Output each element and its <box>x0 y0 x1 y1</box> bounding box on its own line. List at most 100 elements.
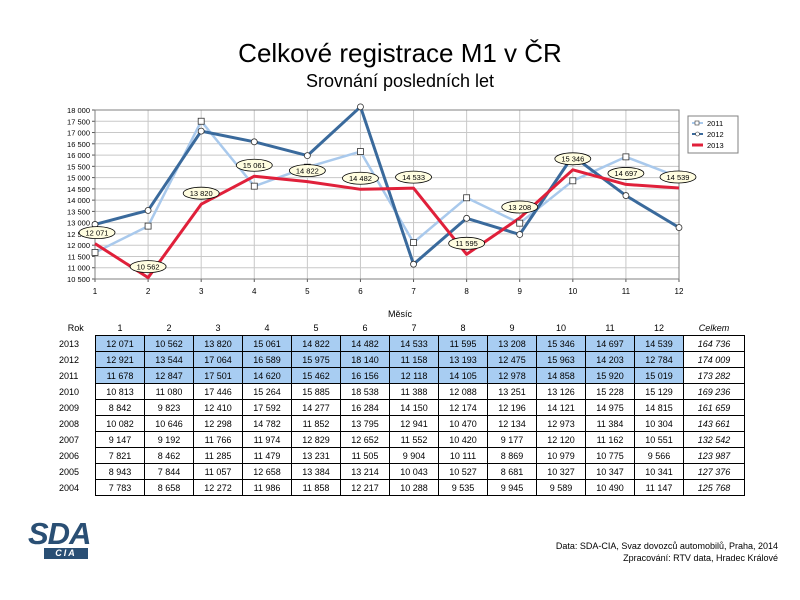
y-tick-label: 17 000 <box>67 129 90 138</box>
data-label-group: 14 533 <box>395 170 432 184</box>
data-label-group: 13 208 <box>501 200 539 214</box>
legend-label: 2013 <box>707 141 724 150</box>
value-cell: 15 129 <box>634 383 684 400</box>
value-cell: 17 446 <box>193 383 243 400</box>
table-header-cell: 10 <box>555 323 566 333</box>
value-cell: 15 975 <box>291 351 341 368</box>
value-cell: 10 813 <box>95 383 145 400</box>
value-cell: 11 858 <box>291 479 341 496</box>
value-cell: 14 150 <box>389 399 439 416</box>
value-cell: 9 192 <box>144 431 194 448</box>
y-tick-label: 16 000 <box>67 151 90 160</box>
year-cell: 2008 <box>59 418 80 429</box>
value-cell: 9 147 <box>95 431 145 448</box>
table-header-cell: Rok <box>67 323 84 334</box>
x-tick-label: 8 <box>464 287 469 296</box>
data-label-bubble <box>235 158 273 172</box>
value-cell: 10 775 <box>585 447 635 464</box>
value-cell: 8 658 <box>144 479 194 496</box>
legend-label: 2011 <box>707 119 723 128</box>
point-2011 <box>463 194 471 202</box>
point-2012 <box>144 207 152 214</box>
value-cell: 15 462 <box>291 367 341 384</box>
data-label: 14 482 <box>349 174 372 183</box>
x-tick-label: 5 <box>305 287 310 296</box>
value-cell: 9 566 <box>634 447 684 464</box>
total-cell: 169 236 <box>683 383 745 400</box>
data-label-bubble <box>129 260 167 274</box>
value-cell: 16 284 <box>340 399 390 416</box>
value-cell: 14 782 <box>242 415 292 432</box>
value-cell: 10 420 <box>438 431 488 448</box>
year-cell: 2004 <box>59 482 80 493</box>
value-cell: 14 482 <box>340 335 390 352</box>
plot-border <box>94 109 680 280</box>
y-tick-label: 11 500 <box>68 252 90 261</box>
table-header-cell: 9 <box>509 323 515 333</box>
source-line-1: Data: SDA-CIA, Svaz dovozců automobilů, … <box>555 541 778 551</box>
value-cell: 11 505 <box>340 447 390 464</box>
table-header-row: Rok 1 2 3 4 5 6 7 8 9 10 11 12 Celkem <box>56 321 745 336</box>
point-2011 <box>357 148 364 155</box>
value-cell: 10 347 <box>585 463 635 480</box>
value-cell: 10 304 <box>634 415 684 432</box>
value-cell: 11 158 <box>389 351 439 368</box>
table-row: 2009 8 842 9 823 12 410 17 592 14 277 16 284 14… <box>56 399 745 416</box>
value-cell: 10 979 <box>536 447 586 464</box>
value-cell: 16 156 <box>340 367 390 384</box>
value-cell: 10 527 <box>438 463 488 480</box>
year-cell: 2009 <box>59 402 80 413</box>
table-header-cell: 3 <box>215 323 221 333</box>
value-cell: 14 975 <box>585 399 635 416</box>
value-cell: 10 043 <box>389 463 439 480</box>
legend-marker <box>695 131 700 137</box>
value-cell: 9 904 <box>389 447 439 464</box>
value-cell: 13 251 <box>487 383 537 400</box>
value-cell: 11 057 <box>193 463 243 480</box>
table-header-cell: 2 <box>166 323 172 333</box>
point-2011 <box>569 177 577 185</box>
data-label-bubble <box>554 152 592 166</box>
data-label: 14 539 <box>667 173 690 182</box>
chart-title: Celkové registrace M1 v ČR <box>238 38 562 68</box>
value-cell: 13 384 <box>291 463 341 480</box>
value-cell: 10 082 <box>95 415 145 432</box>
y-tick-label: 14 000 <box>67 196 90 205</box>
value-cell: 14 858 <box>536 367 586 384</box>
x-tick-label: 6 <box>358 287 363 296</box>
table-row: 2011 11 678 12 847 17 501 14 620 15 462 16 156… <box>56 367 745 384</box>
value-cell: 12 941 <box>389 415 439 432</box>
series-line-2013 <box>94 168 680 280</box>
value-cell: 17 592 <box>242 399 292 416</box>
data-label: 15 346 <box>561 155 584 164</box>
value-cell: 12 088 <box>438 383 488 400</box>
value-cell: 11 162 <box>585 431 635 448</box>
value-cell: 12 272 <box>193 479 243 496</box>
year-cell: 2010 <box>59 386 80 397</box>
value-cell: 11 479 <box>242 447 292 464</box>
value-cell: 12 174 <box>438 399 488 416</box>
year-cell: 2013 <box>59 338 80 349</box>
value-cell: 14 822 <box>291 335 341 352</box>
value-cell: 18 538 <box>340 383 390 400</box>
plot-area <box>94 109 680 280</box>
value-cell: 11 766 <box>193 431 243 448</box>
data-label: 10 562 <box>137 262 160 271</box>
table-header-cell: 7 <box>411 323 417 333</box>
value-cell: 14 533 <box>389 335 439 352</box>
data-label-group: 14 482 <box>342 171 379 185</box>
value-cell: 12 973 <box>536 415 586 432</box>
data-label-bubble <box>501 200 539 214</box>
value-cell: 9 823 <box>144 399 194 416</box>
value-cell: 10 327 <box>536 463 586 480</box>
value-cell: 13 544 <box>144 351 194 368</box>
data-label: 14 533 <box>402 173 425 182</box>
data-label-group: 13 820 <box>182 186 220 200</box>
data-label: 15 061 <box>243 161 266 170</box>
y-tick-label: 15 000 <box>67 174 90 183</box>
table-row: 2008 10 082 10 646 12 298 14 782 11 852 13 795… <box>56 415 745 432</box>
value-cell: 15 264 <box>242 383 292 400</box>
value-cell: 14 203 <box>585 351 635 368</box>
value-cell: 15 061 <box>242 335 292 352</box>
value-cell: 12 217 <box>340 479 390 496</box>
